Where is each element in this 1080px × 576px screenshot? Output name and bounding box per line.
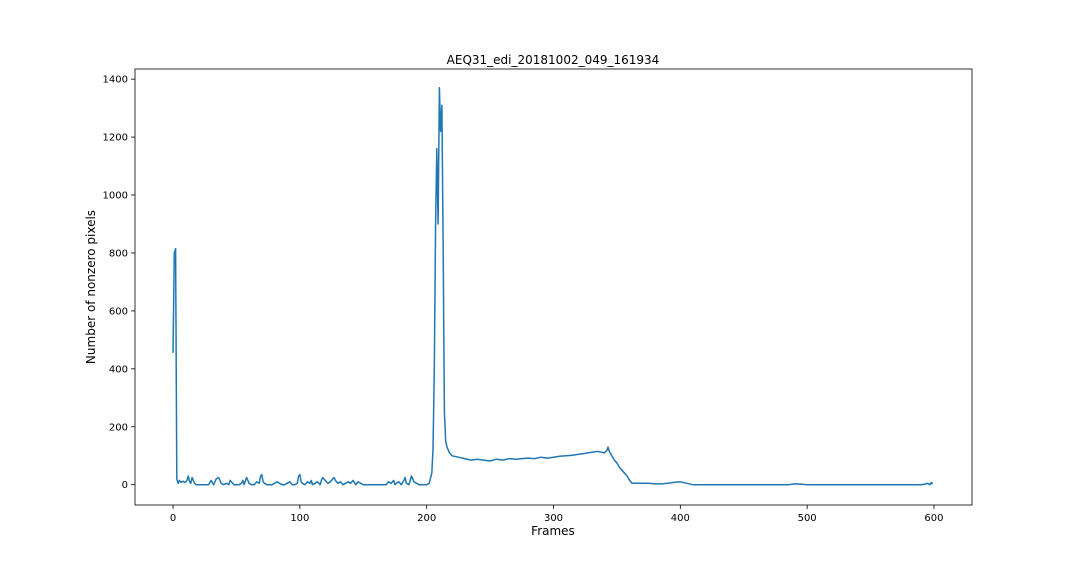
- x-tick-label: 400: [671, 513, 690, 524]
- y-tick-label: 0: [122, 480, 128, 491]
- y-axis-label: Number of nonzero pixels: [84, 210, 98, 364]
- y-tick-label: 1200: [103, 133, 128, 144]
- plot-frame: [134, 68, 973, 506]
- y-tick-label: 200: [109, 422, 128, 433]
- y-tick-label: 1400: [103, 75, 128, 86]
- x-tick-label: 0: [170, 513, 176, 524]
- x-tick-label: 200: [417, 513, 436, 524]
- x-axis: 0 100 200 300 400 500 600: [170, 505, 944, 524]
- x-tick-label: 600: [924, 513, 943, 524]
- y-tick-label: 1000: [103, 191, 128, 202]
- x-axis-label: Frames: [531, 524, 575, 538]
- x-tick-label: 500: [798, 513, 817, 524]
- x-tick-label: 300: [544, 513, 563, 524]
- y-tick-label: 400: [109, 364, 128, 375]
- plot-area: [134, 68, 973, 506]
- y-tick-label: 600: [109, 306, 128, 317]
- y-axis: 0 200 400 600 800 1000 1200 1400: [103, 75, 135, 491]
- x-tick-label: 100: [290, 513, 309, 524]
- series-line: [172, 87, 934, 486]
- y-tick-label: 800: [109, 248, 128, 259]
- chart-title: AEQ31_edi_20181002_049_161934: [447, 53, 660, 67]
